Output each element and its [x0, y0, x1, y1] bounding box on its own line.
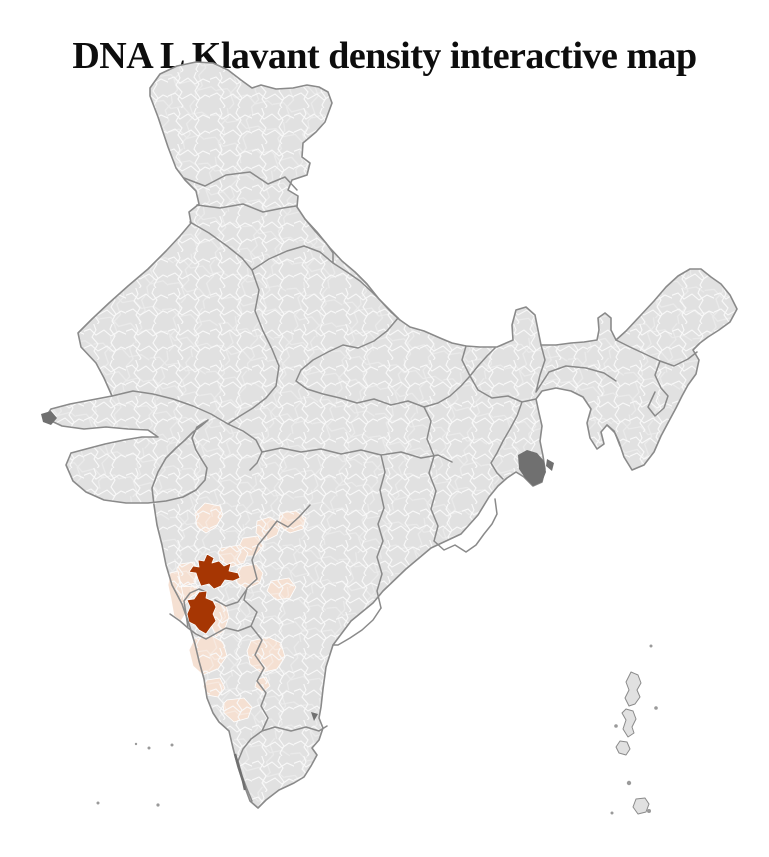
lakshadweep-islet — [170, 743, 174, 747]
islet — [649, 644, 653, 648]
andaman-island[interactable] — [615, 740, 631, 756]
islet-dots — [96, 644, 658, 815]
kutch-creek — [41, 411, 57, 425]
state-border-west — [111, 269, 453, 471]
lakshadweep-islet — [156, 803, 160, 807]
andaman-island[interactable] — [621, 708, 637, 738]
delta-islet — [546, 459, 554, 471]
state-border-east — [376, 406, 504, 609]
state-border-north — [183, 171, 399, 319]
sundarbans-delta — [518, 450, 546, 486]
lakshadweep-islet — [96, 801, 100, 805]
andaman-island[interactable] — [624, 671, 642, 707]
kerala-backwaters — [233, 753, 247, 791]
lakshadweep-islet — [134, 742, 138, 746]
state-border-northeast — [535, 339, 698, 447]
islet — [647, 809, 651, 813]
nicobar-island[interactable] — [632, 797, 650, 815]
state-border-central — [295, 317, 537, 442]
district-high[interactable] — [188, 553, 241, 590]
lakshadweep-islet — [147, 746, 151, 750]
point-calimere — [311, 712, 318, 721]
islet — [614, 724, 618, 728]
islet — [610, 811, 614, 815]
district-high[interactable] — [186, 590, 217, 635]
district-borders-texture — [45, 62, 737, 808]
high-density-districts — [186, 553, 241, 635]
state-borders — [111, 171, 698, 802]
island-chains — [615, 671, 650, 815]
islet — [626, 780, 632, 786]
islet — [654, 706, 658, 710]
dark-coastal-features — [41, 411, 554, 791]
